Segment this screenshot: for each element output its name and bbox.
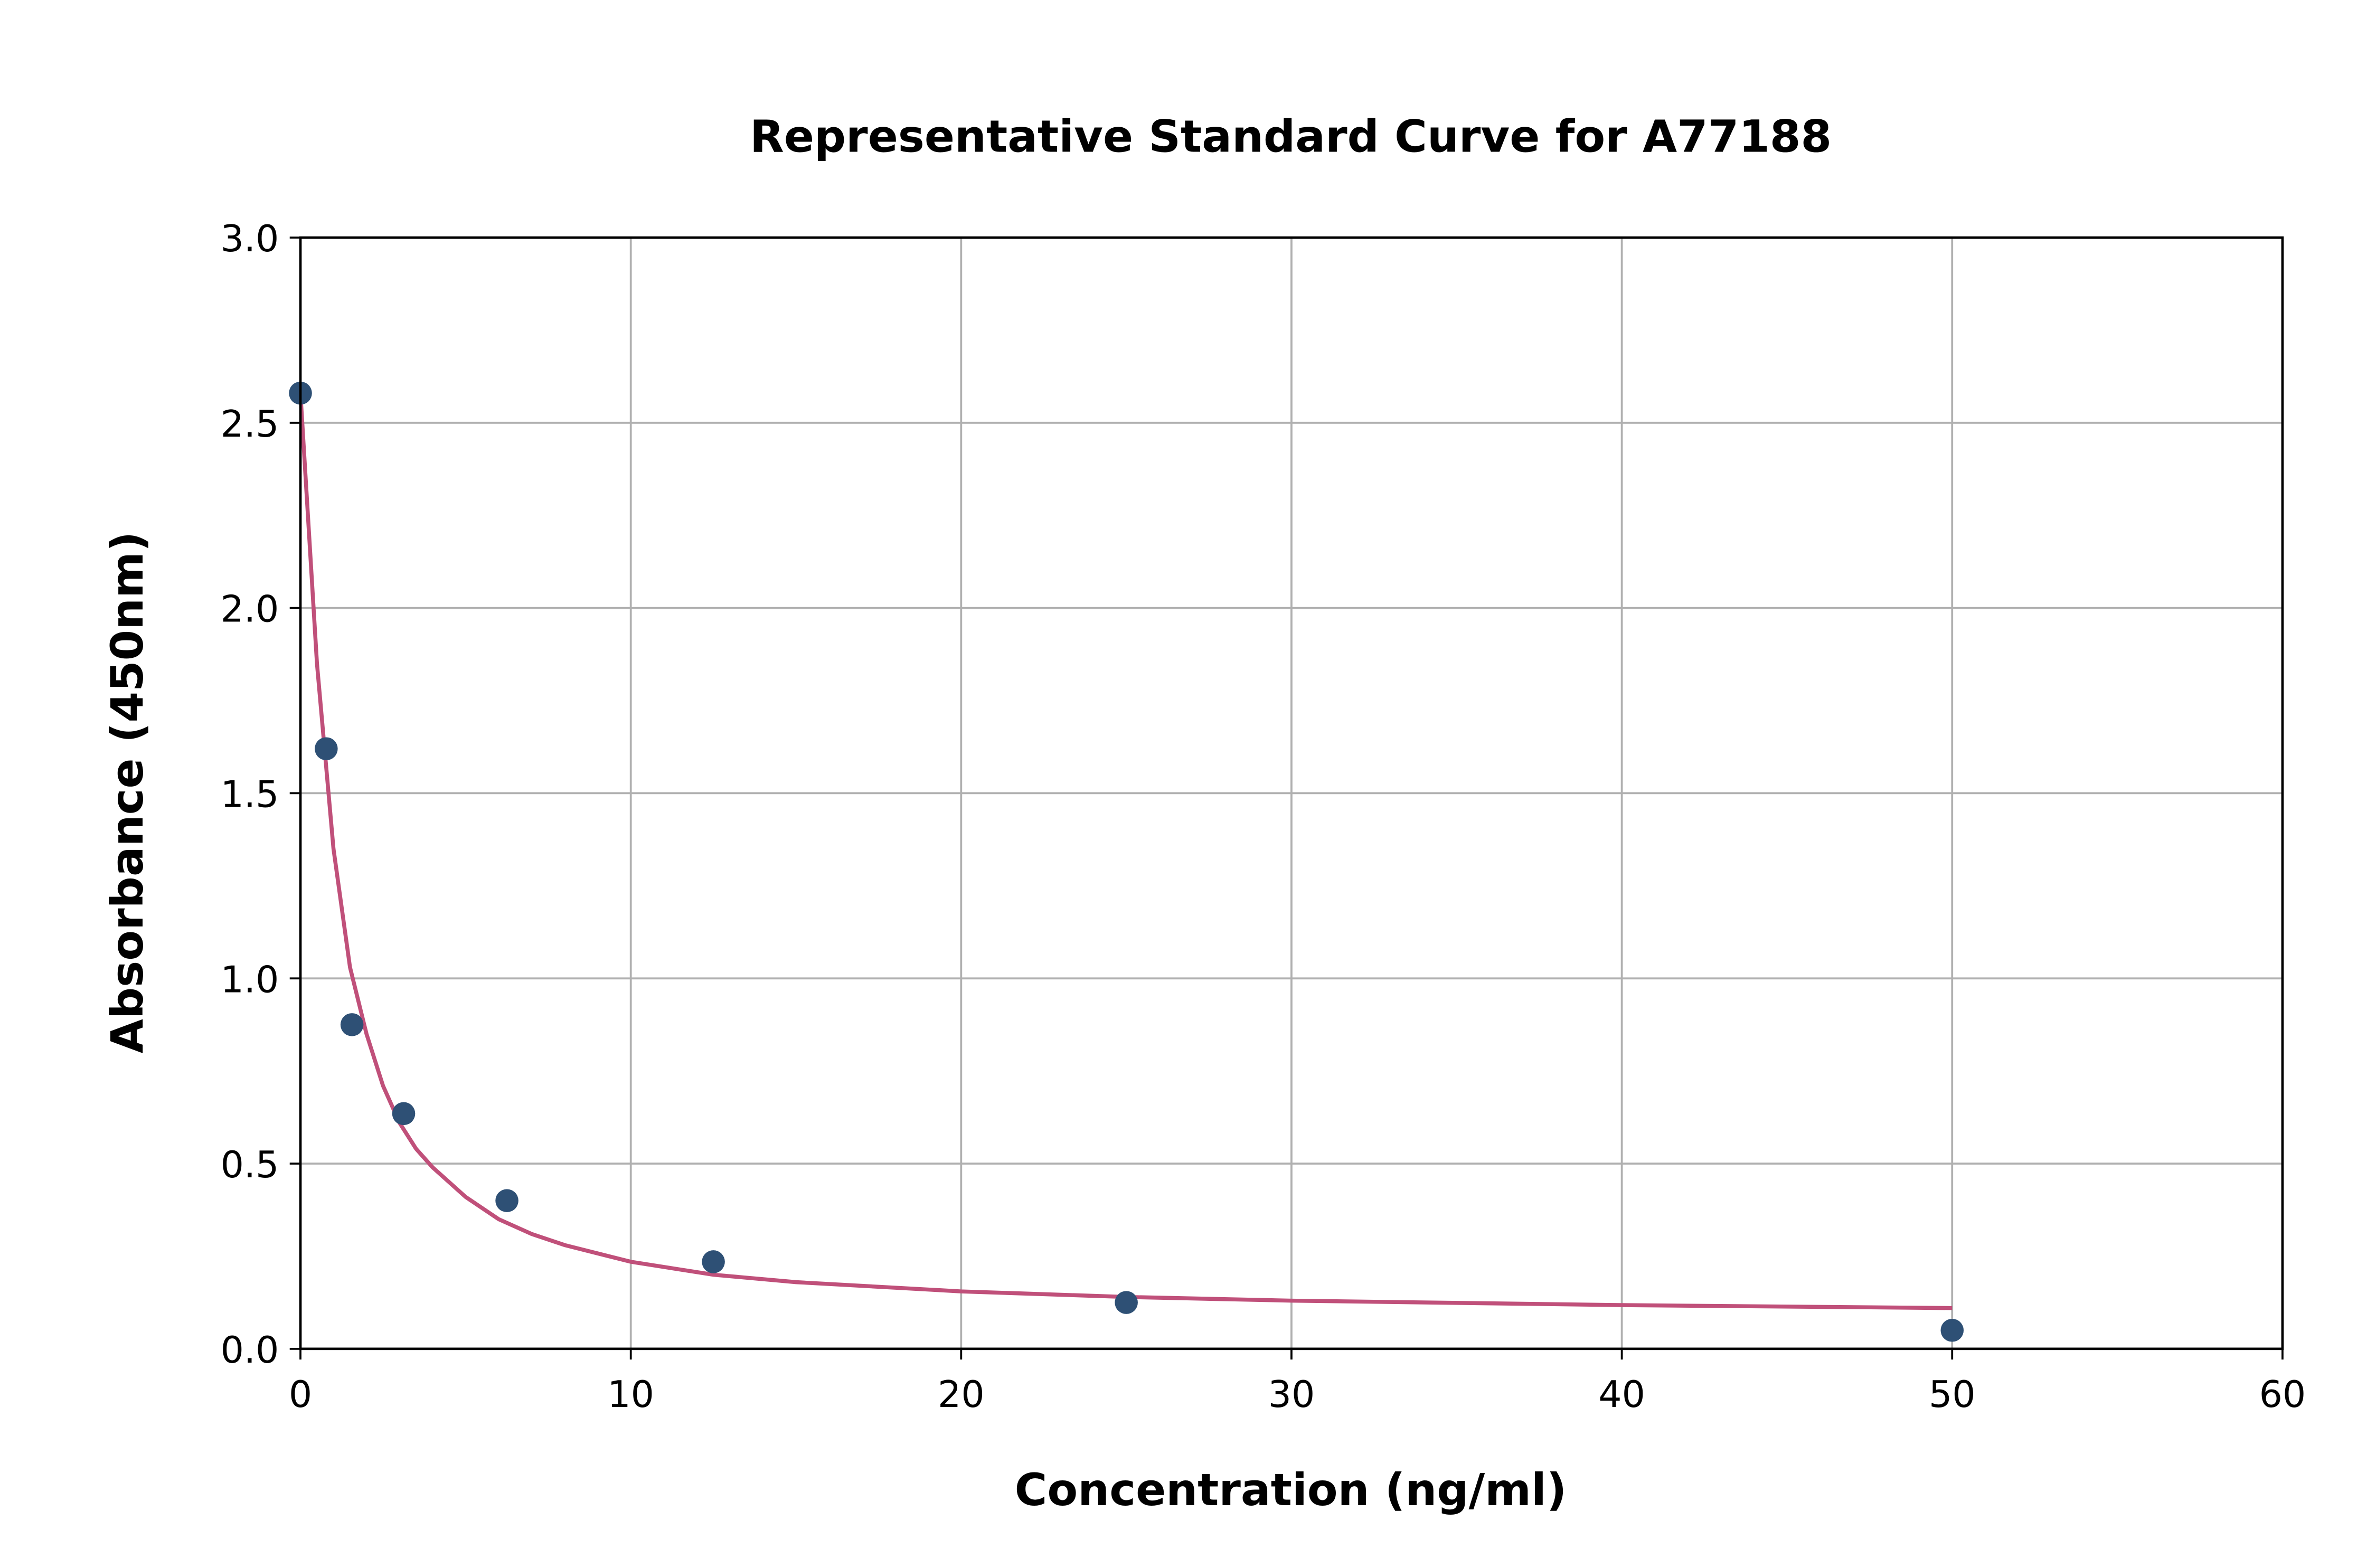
data-point (392, 1102, 416, 1126)
data-point (1940, 1318, 1964, 1342)
y-axis-label: Absorbance (450nm) (101, 532, 153, 1054)
x-tick-label: 30 (1268, 1373, 1315, 1416)
x-axis-label: Concentration (ng/ml) (1015, 1464, 1567, 1516)
y-tick-label: 1.0 (221, 958, 279, 1001)
x-tick-label: 10 (607, 1373, 654, 1416)
y-tick-label: 1.5 (221, 773, 279, 816)
data-point (315, 737, 338, 760)
fit-curve (298, 393, 1953, 1310)
y-tick-label: 3.0 (221, 218, 279, 260)
data-point (495, 1189, 518, 1212)
y-tick-label: 0.0 (221, 1329, 279, 1372)
ticks: 0 10 20 30 40 50 60 0.0 0.5 1.0 1.5 2.0 2.5 3.0 (221, 218, 2306, 1416)
y-tick-label: 2.0 (221, 588, 279, 631)
data-point (702, 1250, 725, 1273)
x-tick-label: 60 (2259, 1373, 2306, 1416)
grid (299, 237, 2284, 1350)
x-tick-label: 0 (289, 1373, 312, 1416)
data-point (1115, 1291, 1138, 1314)
x-tick-label: 40 (1598, 1373, 1645, 1416)
x-tick-label: 50 (1929, 1373, 1976, 1416)
data-points (289, 381, 1964, 1342)
y-tick-label: 0.5 (221, 1144, 279, 1186)
y-tick-label: 2.5 (221, 403, 279, 446)
chart-title: Representative Standard Curve for A77188 (750, 110, 1832, 162)
x-tick-label: 20 (938, 1373, 985, 1416)
data-point (340, 1013, 364, 1036)
plot-frame (299, 236, 2284, 1350)
